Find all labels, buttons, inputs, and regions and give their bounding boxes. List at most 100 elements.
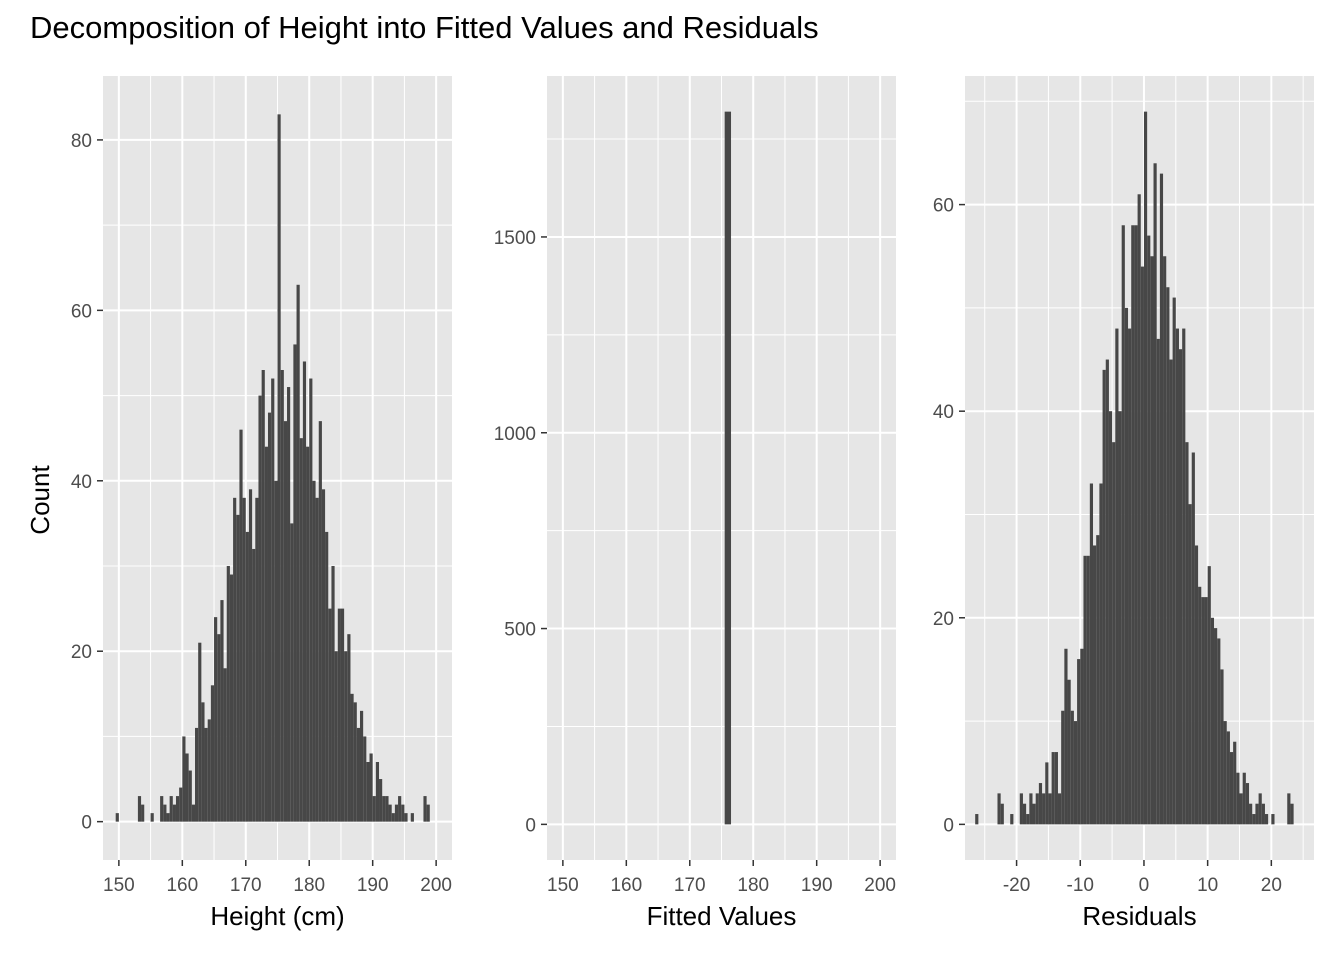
histogram-bar bbox=[309, 378, 313, 822]
histogram-bar bbox=[1236, 772, 1240, 825]
histogram-bar bbox=[375, 762, 380, 822]
x-tick-label: 180 bbox=[293, 875, 325, 896]
histogram-bar bbox=[1261, 803, 1265, 825]
histogram-bar bbox=[1239, 793, 1243, 825]
histogram-bar bbox=[1287, 793, 1291, 825]
histogram-bar bbox=[1048, 793, 1052, 825]
histogram-bar bbox=[379, 779, 383, 822]
histogram-bar bbox=[248, 489, 253, 822]
histogram-bar bbox=[207, 719, 211, 822]
histogram-bar bbox=[1204, 597, 1208, 825]
histogram-bar bbox=[188, 770, 192, 822]
histogram-bar bbox=[198, 642, 202, 822]
histogram-bar bbox=[423, 796, 427, 822]
y-tick-label: 60 bbox=[71, 301, 92, 322]
histogram-bar bbox=[1147, 235, 1151, 825]
x-tick-label: 190 bbox=[801, 875, 833, 896]
x-tick-label: 170 bbox=[230, 875, 262, 896]
histogram-bar bbox=[1159, 173, 1164, 825]
histogram-bar bbox=[1153, 163, 1157, 825]
histogram-bar bbox=[325, 531, 329, 822]
histogram-bar bbox=[299, 438, 303, 822]
histogram-bar bbox=[141, 804, 145, 822]
x-tick-label: 180 bbox=[737, 875, 769, 896]
histogram-bar bbox=[1010, 814, 1014, 825]
histogram-bar bbox=[1073, 721, 1078, 825]
histogram-bar bbox=[1188, 504, 1192, 825]
histogram-bar bbox=[242, 497, 246, 822]
histogram-bar bbox=[382, 796, 386, 822]
histogram-bar bbox=[229, 574, 234, 822]
y-tick-label: 20 bbox=[933, 609, 954, 630]
histogram-bar bbox=[1105, 359, 1109, 825]
histogram-bar bbox=[1089, 483, 1094, 825]
histogram-bar bbox=[1096, 535, 1100, 825]
histogram-bar bbox=[293, 344, 297, 822]
y-tick-label: 60 bbox=[933, 196, 954, 217]
histogram-bar bbox=[1220, 669, 1224, 825]
histogram-bar bbox=[388, 804, 392, 822]
histogram-bar bbox=[1223, 721, 1227, 825]
histogram-bar bbox=[997, 793, 1001, 825]
histogram-bar bbox=[1264, 814, 1269, 825]
histogram-bar bbox=[1077, 659, 1081, 825]
x-tick-label: 150 bbox=[103, 875, 135, 896]
histogram-bar bbox=[201, 702, 205, 822]
histogram-bar bbox=[356, 727, 360, 822]
histogram-bar bbox=[252, 548, 256, 822]
histogram-bar bbox=[315, 497, 319, 822]
histogram-bar bbox=[724, 111, 732, 825]
x-tick-label: 200 bbox=[420, 875, 452, 896]
histogram-bar bbox=[1093, 545, 1097, 825]
histogram-bar bbox=[1156, 338, 1160, 825]
histogram-bar bbox=[398, 796, 402, 822]
histogram-bar bbox=[1185, 442, 1189, 825]
histogram-bar bbox=[1124, 307, 1129, 825]
histogram-bar bbox=[1172, 297, 1176, 825]
histogram-bar bbox=[1242, 772, 1246, 825]
histogram-bar bbox=[261, 370, 265, 822]
histogram-bar bbox=[223, 668, 227, 822]
histogram-bar bbox=[1108, 411, 1113, 825]
histogram-bar bbox=[1038, 783, 1043, 825]
histogram-bar bbox=[1026, 814, 1030, 825]
histogram-bar bbox=[1169, 359, 1173, 825]
histogram-bar bbox=[296, 284, 300, 822]
histogram-bar bbox=[255, 497, 259, 822]
histogram-bar bbox=[1217, 638, 1221, 825]
histogram-bar bbox=[331, 566, 335, 822]
histogram-bar bbox=[1118, 411, 1122, 825]
y-tick-label: 1000 bbox=[494, 424, 536, 445]
y-tick-label: 0 bbox=[81, 813, 92, 834]
histogram-bar bbox=[137, 796, 142, 822]
histogram-bar bbox=[1045, 762, 1049, 825]
x-tick-label: -20 bbox=[1003, 875, 1030, 896]
x-tick-label: 150 bbox=[547, 875, 579, 896]
histogram-bar bbox=[1290, 803, 1294, 825]
histogram-bar bbox=[1194, 545, 1199, 825]
histogram-bar bbox=[1128, 328, 1132, 825]
histogram-bar bbox=[179, 787, 183, 822]
histogram-bar bbox=[359, 710, 364, 822]
histogram-bar bbox=[217, 634, 221, 822]
histogram-bar bbox=[1067, 679, 1071, 825]
panel-1: 150 160 170 180 190 200 0 20 40 60 80 Height (cm) Co… bbox=[25, 76, 452, 931]
y-axis-title: Count bbox=[25, 465, 55, 535]
histogram-bar bbox=[1035, 793, 1039, 825]
histogram-bar bbox=[1178, 349, 1183, 825]
y-tick-label: 0 bbox=[943, 815, 954, 836]
x-axis-title: Residuals bbox=[1082, 901, 1196, 931]
histogram-bar bbox=[1086, 555, 1090, 825]
histogram-bar bbox=[210, 685, 215, 822]
y-tick-label: 1500 bbox=[494, 228, 536, 249]
histogram-bar bbox=[267, 412, 272, 822]
histogram-bar bbox=[391, 813, 395, 822]
histogram-bar bbox=[290, 523, 294, 822]
chart-title: Decomposition of Height into Fitted Valu… bbox=[30, 10, 819, 45]
y-tick-label: 40 bbox=[933, 402, 954, 423]
histogram-bar bbox=[1252, 814, 1256, 825]
histogram-bar bbox=[426, 804, 430, 822]
x-tick-label: 20 bbox=[1261, 875, 1282, 896]
histogram-bar bbox=[287, 387, 291, 822]
